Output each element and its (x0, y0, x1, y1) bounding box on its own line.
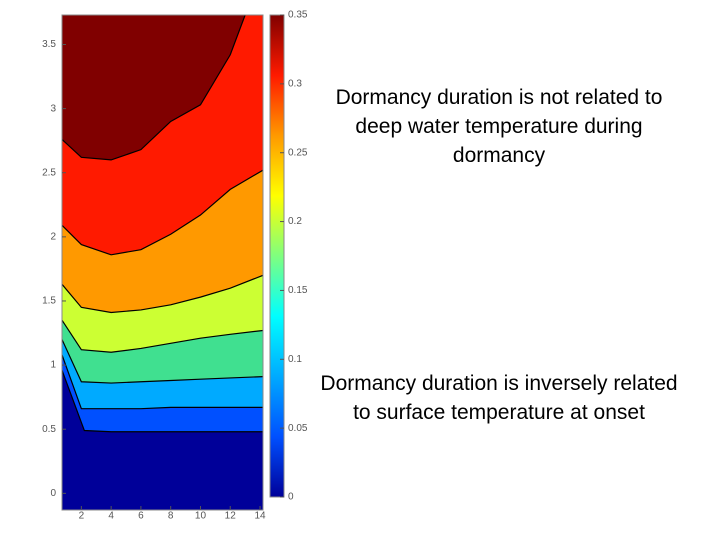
x-tick-label: 6 (138, 511, 144, 522)
plot-area (62, 15, 263, 510)
contour-fill (62, 370, 263, 510)
contour-line (62, 370, 263, 433)
contour-line (62, 319, 263, 353)
y-tick-label: 2.5 (42, 167, 56, 178)
colorbar-tick-label: 0.2 (288, 216, 302, 227)
colorbar-tick-label: 0 (288, 492, 294, 503)
x-tick-label: 4 (108, 511, 114, 522)
colorbar-tick-label: 0.25 (288, 147, 308, 158)
contour-line (62, 274, 263, 314)
y-tick-label: 1.5 (42, 296, 56, 307)
annotation: Dormancy duration is not related to deep… (335, 86, 663, 167)
contour-line (62, 169, 263, 256)
colorbar-tick-label: 0.3 (288, 78, 302, 89)
plot-frame (61, 14, 264, 511)
contour-line (62, 339, 263, 384)
colorbar-tick-label: 0.15 (288, 285, 308, 296)
colorbar (269, 14, 285, 498)
colorbar-tick-label: 0.35 (288, 10, 308, 21)
x-tick-label: 12 (225, 511, 237, 522)
colorbar-tick-label: 0.1 (288, 354, 302, 365)
contour-line (62, 15, 246, 161)
y-tick-label: 2 (50, 231, 56, 242)
contour-line (62, 354, 263, 410)
y-tick-label: 3.5 (42, 39, 56, 50)
y-tick-label: 0.5 (42, 424, 56, 435)
y-tick-label: 3 (50, 103, 56, 114)
x-tick-label: 8 (168, 511, 174, 522)
y-tick-label: 1 (50, 360, 56, 371)
x-tick-label: 10 (195, 511, 207, 522)
x-tick-label: 14 (254, 511, 266, 522)
annotation: Dormancy duration is inversely related t… (320, 372, 678, 424)
x-tick-label: 2 (79, 511, 85, 522)
colorbar-tick-label: 0.05 (288, 423, 308, 434)
y-tick-label: 0 (50, 488, 56, 499)
